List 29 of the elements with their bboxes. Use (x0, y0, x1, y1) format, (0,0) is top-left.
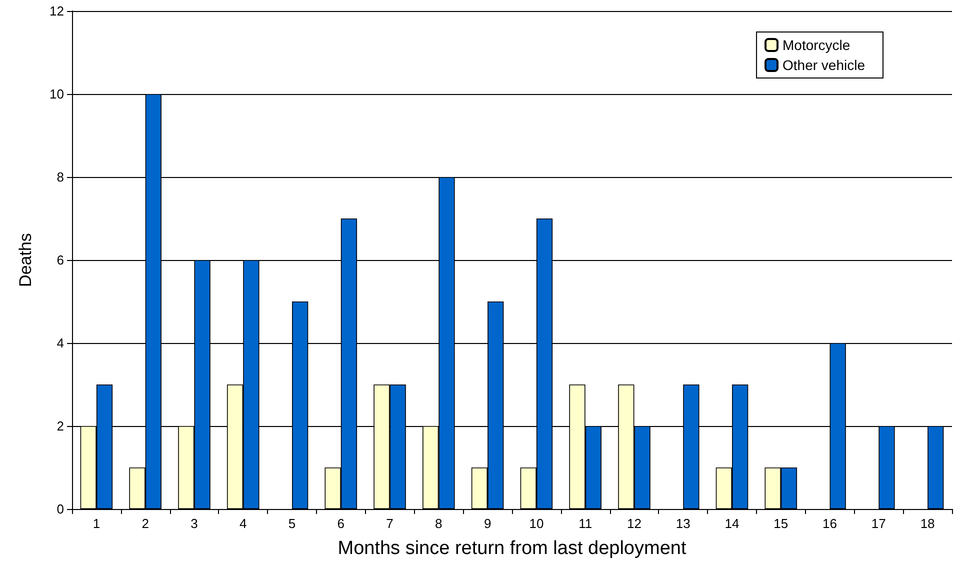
x-tick-label: 4 (239, 516, 247, 531)
x-tick-label: 5 (288, 516, 296, 531)
y-tick-label: 12 (50, 4, 64, 18)
x-tick-label: 1 (92, 516, 100, 531)
x-tick-label: 16 (822, 516, 838, 531)
x-tick-label: 11 (578, 516, 592, 531)
x-tick-label: 9 (484, 516, 492, 531)
x-tick-label: 17 (871, 516, 886, 531)
x-tick-label: 2 (142, 516, 149, 531)
x-tick-label: 6 (337, 516, 345, 531)
x-tick-label: 18 (920, 516, 935, 531)
y-axis-title: Deaths (16, 233, 35, 287)
x-tick-label: 7 (386, 516, 394, 531)
y-tick-label: 4 (56, 336, 64, 350)
y-tick-label: 8 (56, 170, 64, 184)
x-tick-label: 13 (676, 516, 690, 531)
x-tick-label: 10 (529, 516, 544, 531)
y-tick-label: 6 (56, 252, 64, 268)
x-tick-label: 8 (435, 516, 442, 531)
legend-label: Motorcycle (782, 37, 850, 53)
x-tick-label: 15 (774, 516, 788, 531)
legend-label: Other vehicle (782, 57, 866, 73)
x-tick-label: 3 (190, 516, 198, 531)
x-axis-title: Months since return from last deployment (338, 538, 687, 559)
x-tick-label: 14 (724, 516, 740, 531)
y-tick-label: 10 (50, 86, 64, 102)
x-tick-label: 12 (626, 516, 642, 531)
y-tick-label: 0 (56, 502, 64, 516)
y-tick-label: 2 (56, 418, 64, 434)
